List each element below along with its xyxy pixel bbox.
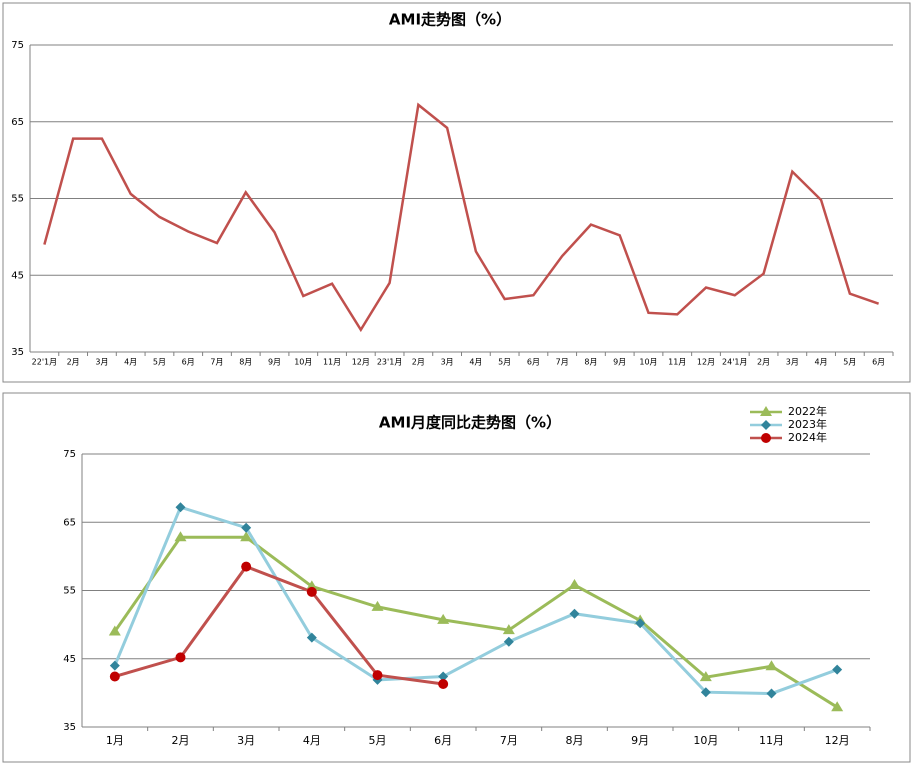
x-tick-label: 8月 [239,358,252,367]
marker [699,671,712,682]
x-tick-label: 5月 [369,734,387,747]
x-tick-label: 22'1月 [32,358,57,367]
marker [109,671,120,682]
y-tick-label: 75 [11,40,24,51]
x-tick-label: 4月 [303,734,321,747]
x-tick-label: 5月 [498,358,511,367]
x-tick-label: 3月 [441,358,454,367]
x-tick-label: 9月 [631,734,649,747]
y-tick-label: 65 [11,117,24,128]
x-tick-label: 4月 [469,358,482,367]
marker [174,531,187,542]
y-tick-label: 45 [11,270,24,281]
x-tick-label: 24'1月 [722,358,747,367]
x-tick-label: 3月 [237,734,255,747]
x-tick-label: 7月 [556,358,569,367]
x-tick-label: 10月 [294,358,312,367]
marker [766,688,777,699]
x-tick-label: 4月 [124,358,137,367]
x-tick-label: 11月 [323,358,341,367]
x-tick-label: 5月 [843,358,856,367]
x-tick-label: 3月 [786,358,799,367]
legend-label: 2024年 [788,430,827,444]
x-tick-label: 6月 [527,358,540,367]
x-tick-label: 10月 [639,358,657,367]
marker [371,600,384,611]
y-tick-label: 55 [63,586,76,597]
x-tick-label: 7月 [500,734,518,747]
chart-title: AMI走势图（%） [389,11,511,29]
marker [175,502,186,513]
series-line [113,505,838,696]
x-tick-label: 2月 [412,358,425,367]
marker [240,531,253,542]
marker [568,579,581,590]
marker [635,618,646,629]
x-tick-label: 6月 [434,734,452,747]
x-tick-label: 1月 [106,734,124,747]
series-line [114,564,444,686]
x-tick-label: 3月 [95,358,108,367]
marker [700,687,711,698]
x-tick-label: 9月 [268,358,281,367]
marker [831,701,844,712]
x-tick-label: 10月 [693,734,718,747]
series-line [113,535,838,709]
x-tick-label: 4月 [815,358,828,367]
y-tick-label: 35 [63,722,76,733]
x-tick-label: 8月 [584,358,597,367]
x-tick-label: 9月 [613,358,626,367]
x-tick-label: 11月 [668,358,686,367]
x-tick-label: 2月 [757,358,770,367]
marker [241,561,252,572]
x-tick-label: 6月 [182,358,195,367]
x-tick-label: 12月 [352,358,370,367]
x-tick-label: 7月 [210,358,223,367]
marker [372,670,383,681]
marker [761,433,771,443]
x-tick-label: 12月 [697,358,715,367]
y-tick-label: 75 [63,449,76,460]
x-tick-label: 23'1月 [377,358,402,367]
marker [503,636,514,647]
x-tick-label: 2月 [67,358,80,367]
marker [108,625,121,636]
marker [109,660,120,671]
x-tick-label: 6月 [872,358,885,367]
marker [306,586,317,597]
marker [569,608,580,619]
chart-title: AMI月度同比走势图（%） [379,414,561,432]
y-tick-label: 35 [11,347,24,358]
series-line [43,102,880,333]
legend-label: 2023年 [788,417,827,431]
marker [437,613,450,624]
marker [175,652,186,663]
marker [438,679,449,690]
y-tick-label: 55 [11,194,24,205]
y-tick-label: 45 [63,654,76,665]
x-tick-label: 8月 [566,734,584,747]
marker [832,664,843,675]
marker [760,406,772,416]
chart-frame [2,392,911,763]
x-tick-label: 12月 [825,734,850,747]
marker [306,632,317,643]
marker [761,420,771,430]
marker [438,671,449,682]
x-tick-label: 5月 [153,358,166,367]
y-tick-label: 65 [63,517,76,528]
x-tick-label: 11月 [759,734,784,747]
marker [765,660,778,671]
marker [241,522,252,533]
legend-label: 2022年 [788,404,827,418]
marker [502,624,515,635]
chart-frame [2,2,911,383]
x-tick-label: 2月 [172,734,190,747]
